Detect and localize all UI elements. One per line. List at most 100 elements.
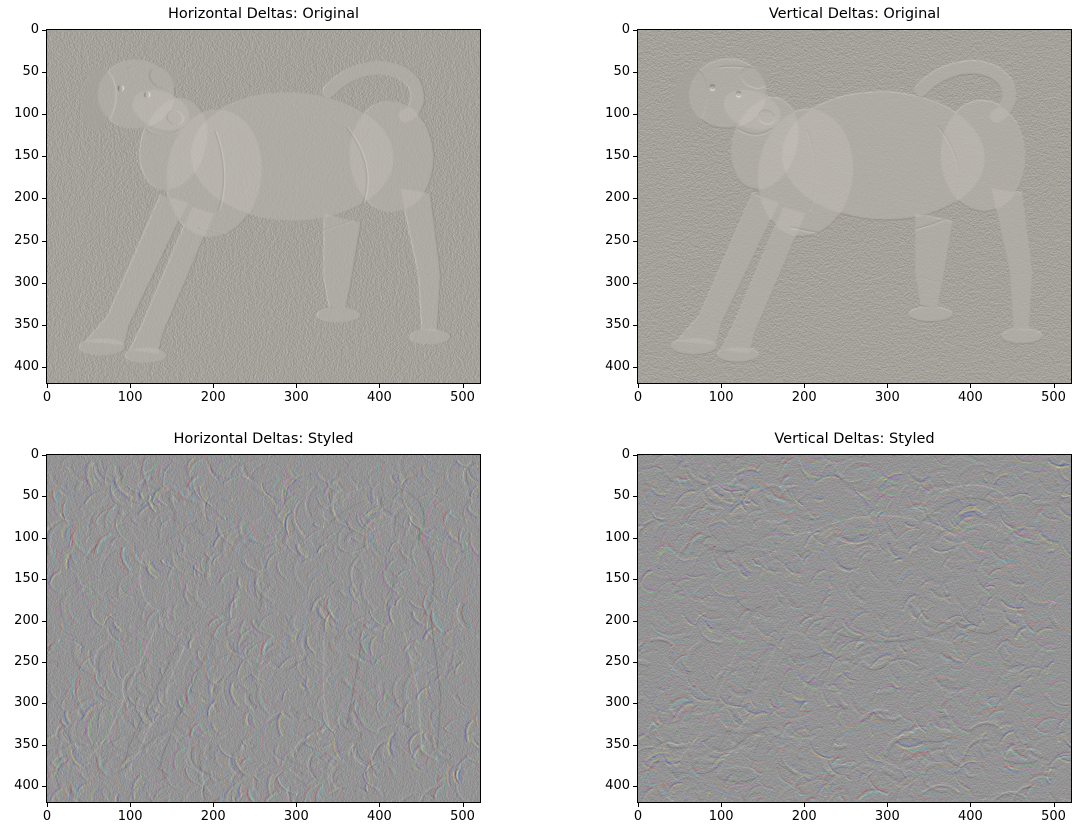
x-tick-label: 300 [283,390,309,405]
y-tick-mark [42,240,46,242]
y-tick-mark [633,156,637,158]
x-tick-mark [296,384,298,388]
x-tick-label: 500 [1041,390,1066,405]
y-tick-mark [633,537,637,539]
x-tick-label: 0 [42,809,52,824]
y-tick-label: 400 [14,358,39,374]
axes-frame [637,29,1072,384]
y-tick-label: 250 [605,232,630,248]
x-tick-label: 100 [708,390,734,405]
y-tick-mark [42,30,46,31]
horizontal-original-delta-image [47,30,480,383]
y-tick-label: 150 [14,148,39,164]
x-tick-label: 300 [874,390,900,405]
x-tick-label: 200 [791,809,817,824]
x-tick-label: 300 [874,809,900,824]
y-tick-label: 250 [14,232,39,248]
subplot-title: Horizontal Deltas: Styled [173,431,354,447]
y-tick-mark [42,156,46,158]
x-tick-mark [804,803,806,807]
y-tick-mark [633,496,637,498]
y-tick-mark [633,324,637,326]
y-tick-label: 300 [14,274,39,290]
x-tick-label: 300 [283,809,309,824]
y-tick-label: 350 [605,736,630,752]
y-tick-mark [42,537,46,539]
y-tick-label: 400 [14,778,39,794]
y-tick-mark [42,703,46,705]
y-tick-label: 400 [605,778,630,794]
axes-frame [46,454,481,803]
y-tick-label: 50 [22,64,39,80]
y-tick-label: 400 [605,358,630,374]
y-tick-label: 350 [14,316,39,332]
x-tick-mark [638,803,639,807]
x-tick-label: 400 [367,809,392,824]
y-tick-label: 300 [605,695,630,711]
y-tick-label: 0 [621,447,630,462]
y-tick-mark [42,282,46,284]
subplot-title: Vertical Deltas: Original [768,6,941,22]
y-tick-mark [633,72,637,74]
y-tick-mark [633,786,637,788]
subplot-title: Vertical Deltas: Styled [774,431,935,447]
y-tick-mark [42,455,46,456]
x-tick-label: 0 [42,390,52,405]
y-tick-mark [42,496,46,498]
x-tick-mark [970,803,972,807]
x-tick-label: 200 [791,390,817,405]
x-tick-mark [130,803,132,807]
y-tick-label: 0 [30,22,39,37]
y-tick-mark [633,744,637,746]
y-tick-mark [42,72,46,74]
y-tick-label: 100 [14,529,39,545]
axes-frame [46,29,481,384]
y-tick-mark [633,114,637,116]
x-tick-mark [804,384,806,388]
x-tick-label: 400 [958,809,983,824]
x-tick-mark [130,384,132,388]
axes-frame [637,454,1072,803]
y-tick-label: 200 [605,612,630,628]
y-tick-mark [633,240,637,242]
x-tick-mark [47,803,48,807]
x-tick-label: 500 [450,390,475,405]
y-tick-label: 200 [605,190,630,206]
x-tick-mark [638,384,639,388]
x-tick-label: 200 [200,809,226,824]
x-tick-mark [721,803,723,807]
x-tick-mark [721,384,723,388]
y-tick-label: 150 [14,571,39,587]
x-tick-mark [970,384,972,388]
y-tick-label: 250 [605,654,630,670]
y-tick-label: 100 [605,106,630,122]
y-tick-mark [633,366,637,368]
y-tick-label: 0 [30,447,39,462]
y-tick-label: 250 [14,654,39,670]
x-tick-mark [379,803,381,807]
vertical-original-delta-image [638,30,1071,383]
x-tick-mark [213,803,215,807]
y-tick-mark [633,579,637,581]
vertical-styled-delta-image [638,455,1071,802]
y-tick-label: 300 [14,695,39,711]
x-tick-mark [887,384,889,388]
y-tick-label: 150 [605,571,630,587]
x-tick-label: 500 [1041,809,1066,824]
y-tick-label: 150 [605,148,630,164]
horizontal-styled-delta-image [47,455,480,802]
x-tick-mark [887,803,889,807]
y-tick-mark [42,579,46,581]
x-tick-mark [1053,384,1055,388]
y-tick-mark [42,198,46,200]
y-tick-mark [633,30,637,31]
y-tick-mark [633,703,637,705]
x-tick-mark [462,384,464,388]
y-tick-label: 200 [14,612,39,628]
x-tick-mark [213,384,215,388]
y-tick-mark [42,662,46,664]
x-tick-mark [296,803,298,807]
y-tick-mark [633,662,637,664]
y-tick-mark [42,324,46,326]
